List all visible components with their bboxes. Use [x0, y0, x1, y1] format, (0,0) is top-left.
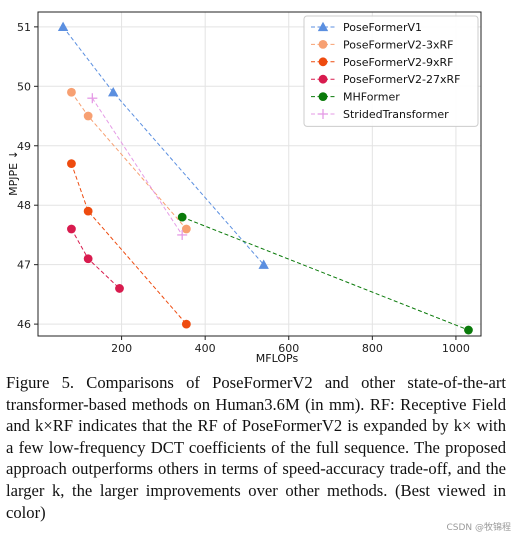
x-axis-label: MFLOPs: [256, 352, 299, 365]
series-1: [67, 87, 191, 234]
series-0-point-2: [258, 259, 269, 269]
series-3-point-2: [115, 284, 124, 293]
legend-entry-0: PoseFormerV1: [311, 21, 422, 34]
series-4-point-0: [177, 212, 187, 222]
series-0-line: [62, 26, 265, 265]
series-3-point-1: [83, 254, 93, 264]
y-axis-label: MPJPE ↓: [7, 150, 20, 196]
series-5-point-1: [177, 229, 188, 240]
y-tick-label-5: 51: [17, 21, 31, 34]
y-tick-label-3: 49: [17, 140, 31, 153]
series-2-line: [70, 163, 187, 325]
series-2-point-2: [181, 319, 191, 329]
series-layer: [57, 21, 473, 335]
series-5-point-0: [87, 93, 98, 104]
series-4-line: [182, 216, 469, 331]
x-tick-label-0: 200: [111, 342, 132, 355]
legend-entry-3-marker: [318, 74, 328, 84]
series-4-point-1: [464, 325, 473, 335]
legend-entry-0-marker: [317, 21, 329, 32]
x-tick-label-3: 800: [362, 342, 383, 355]
legend-entry-5: StridedTransformer: [311, 108, 449, 121]
legend-entry-4: MHFormer: [311, 91, 400, 104]
legend-entry-3-label: PoseFormerV2-27xRF: [343, 73, 460, 86]
series-2-point-1: [83, 206, 93, 216]
series-3-point-0: [67, 224, 76, 234]
mpjpe-vs-mflops-chart: 200 400 600 800 1000 46 47 48 49 50 51 MFLOPs MPJP…: [7, 11, 482, 365]
tick-labels: 200 400 600 800 1000 46 47 48 49 50 51: [17, 21, 470, 355]
series-0-point-0: [57, 21, 69, 32]
series-1-point-1: [83, 111, 93, 121]
series-1-point-0: [67, 87, 76, 97]
legend-entry-3: PoseFormerV2-27xRF: [311, 73, 460, 86]
series-1-point-2: [181, 224, 191, 234]
legend-entry-2: PoseFormerV2-9xRF: [311, 56, 453, 69]
legend-entry-5-label: StridedTransformer: [343, 108, 449, 121]
y-tick-label-2: 48: [17, 199, 31, 212]
series-5: [87, 93, 188, 240]
y-tick-label-1: 47: [17, 259, 31, 272]
series-3-line: [70, 228, 120, 289]
series-5-line: [91, 97, 183, 236]
y-tick-label-0: 46: [17, 318, 31, 331]
legend-entry-0-label: PoseFormerV1: [343, 21, 422, 34]
series-4: [177, 212, 473, 335]
legend-entry-4-marker: [318, 92, 328, 101]
legend-entry-1-marker: [318, 40, 328, 49]
series-0-point-1: [108, 87, 119, 97]
watermark: CSDN @牧锦程: [446, 523, 511, 533]
x-tick-label-1: 400: [195, 342, 216, 355]
axes: [34, 11, 482, 340]
series-2: [67, 159, 191, 329]
legend-entry-2-label: PoseFormerV2-9xRF: [343, 56, 453, 69]
legend: PoseFormerV1 PoseFormerV2-3xRF PoseFormerV…: [303, 15, 479, 127]
legend-entry-2-marker: [318, 57, 328, 67]
figure-caption: Figure 5. Comparisons of PoseFormerV2 an…: [6, 373, 506, 522]
x-tick-label-4: 1000: [442, 342, 470, 355]
series-3: [67, 224, 124, 293]
series-2-point-0: [67, 159, 76, 168]
legend-entry-4-label: MHFormer: [343, 91, 400, 104]
y-tick-label-4: 50: [17, 80, 31, 93]
x-tick-label-2: 600: [278, 342, 299, 355]
series-0: [57, 21, 269, 269]
legend-entry-1-label: PoseFormerV2-3xRF: [343, 38, 453, 51]
legend-box: [303, 15, 479, 127]
legend-entry-5-marker: [318, 109, 328, 119]
legend-entry-1: PoseFormerV2-3xRF: [311, 38, 453, 51]
plot-frame: [37, 11, 482, 337]
